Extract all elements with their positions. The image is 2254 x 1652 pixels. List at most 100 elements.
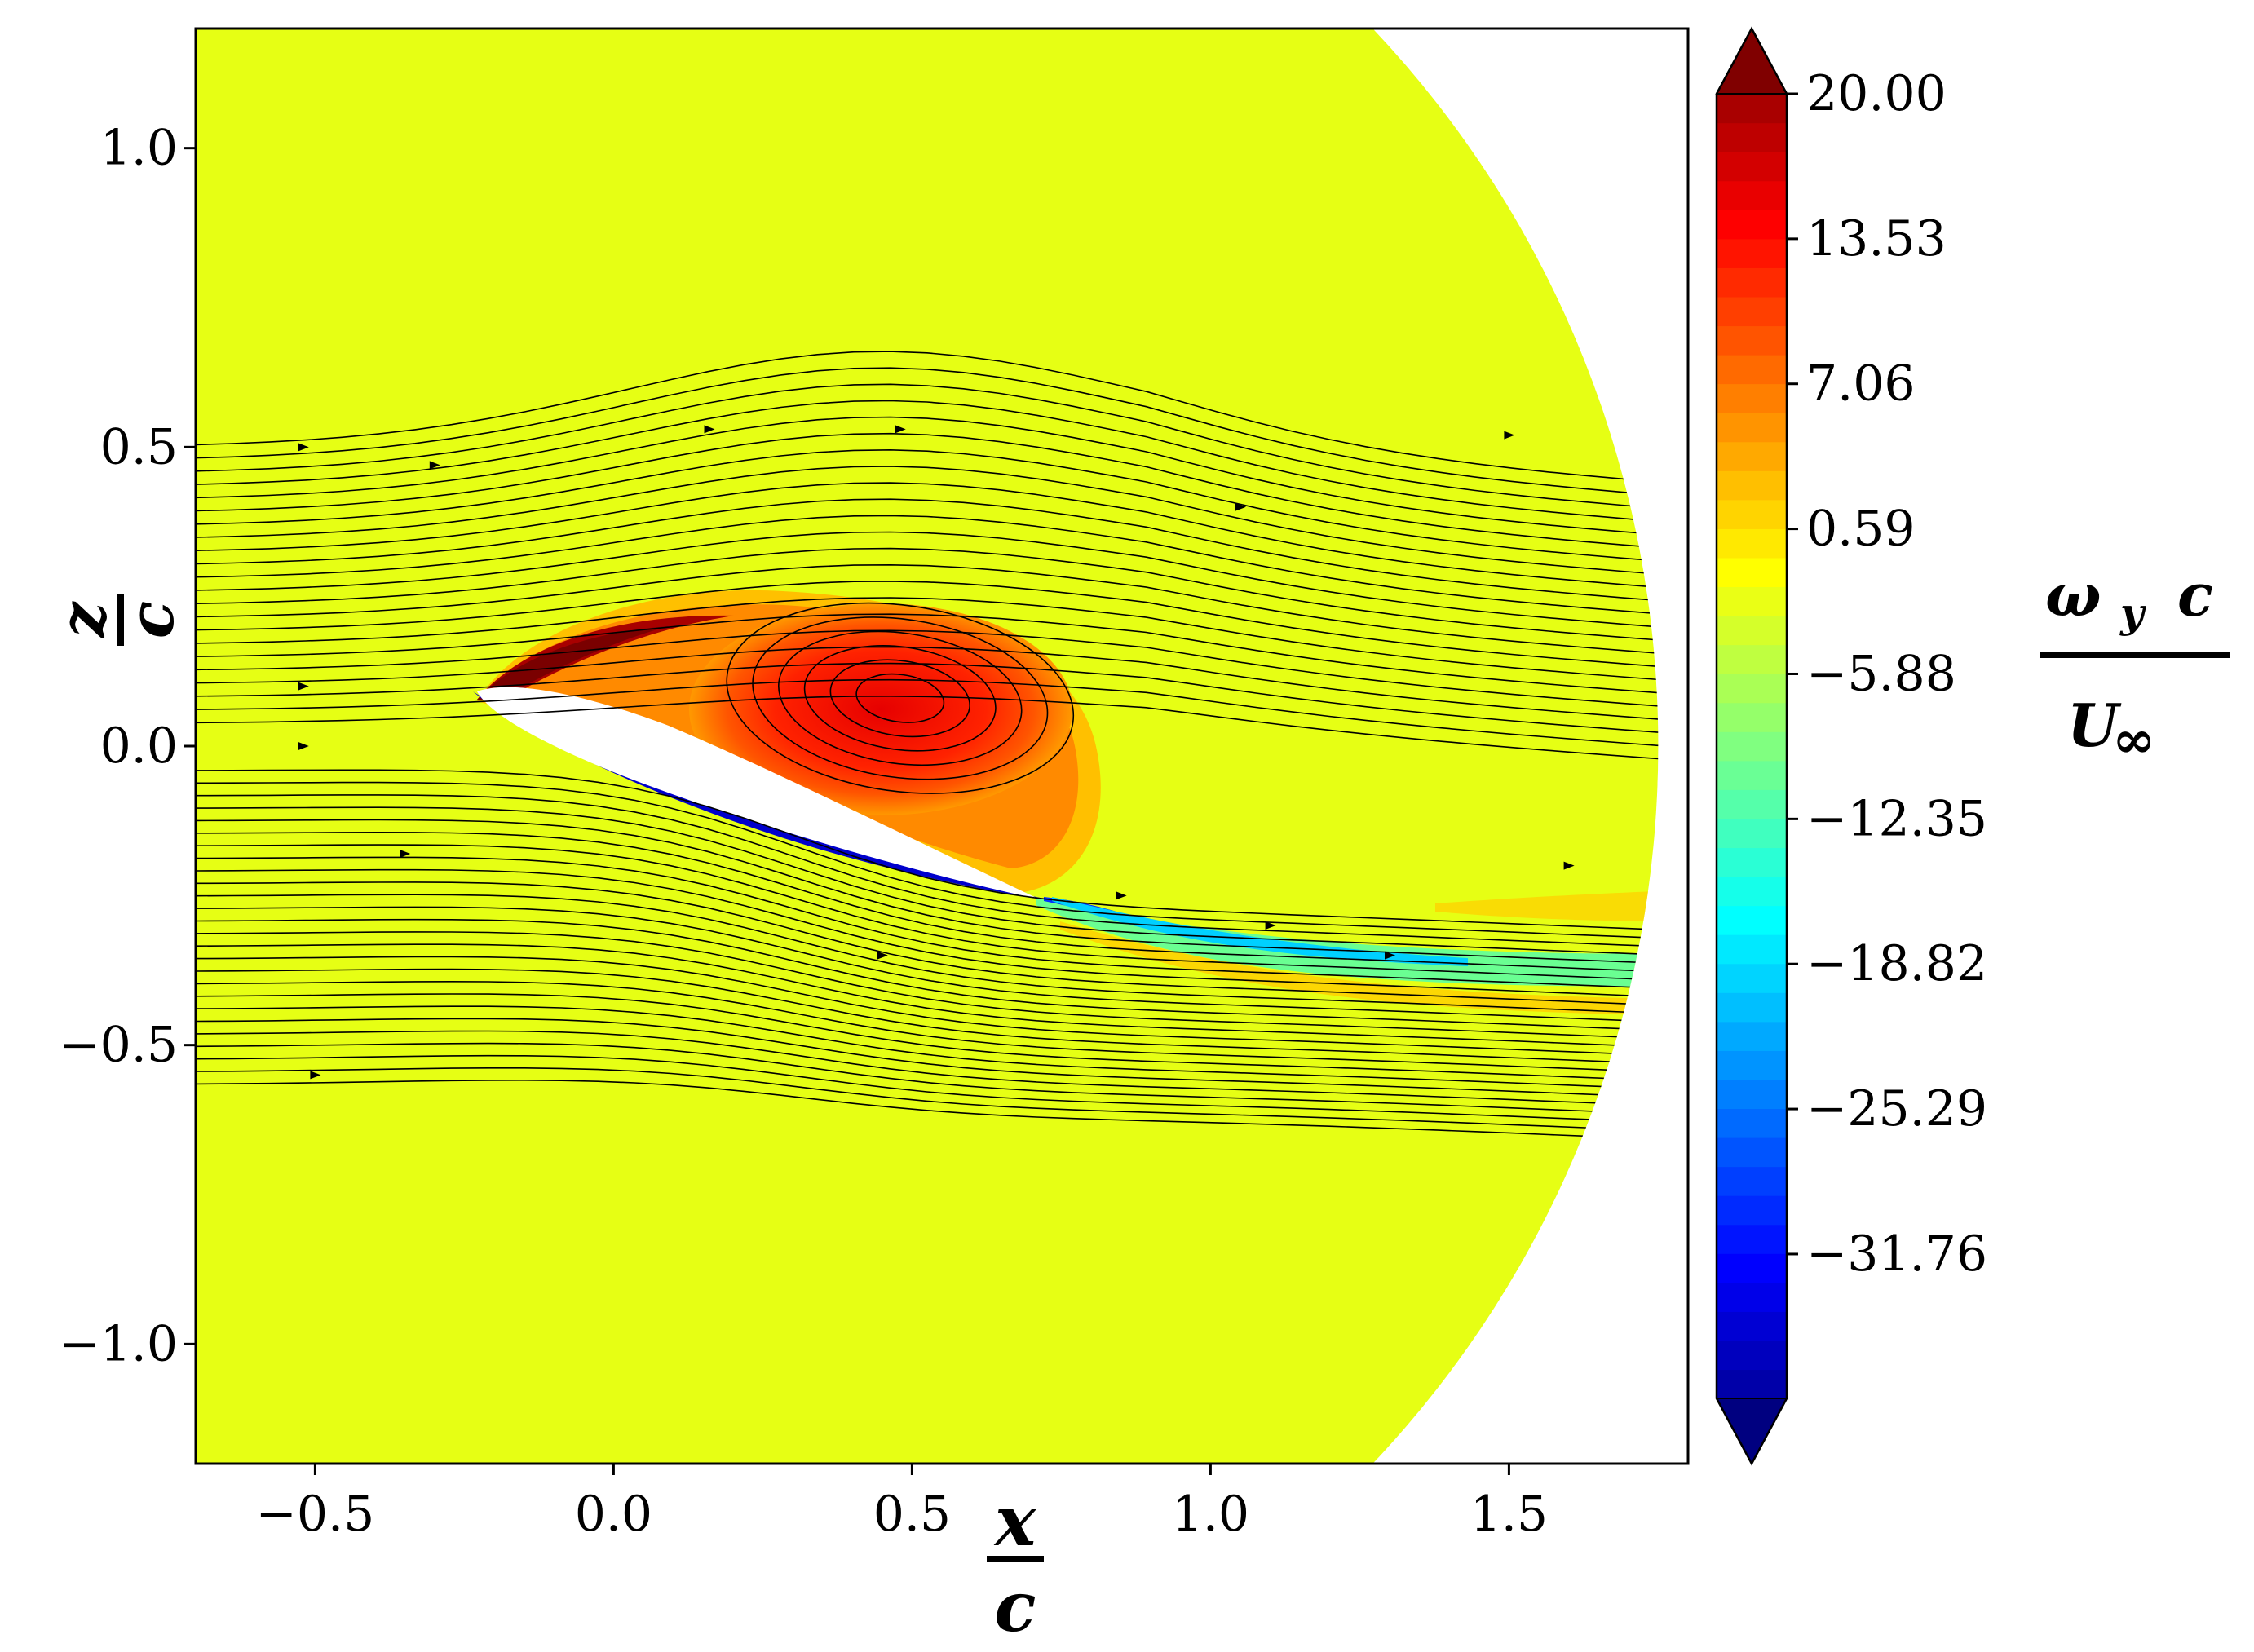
colorbar-band	[1717, 818, 1787, 849]
colorbar-label-denominator: U ∞	[2067, 691, 2155, 771]
colorbar-band	[1717, 789, 1787, 819]
streamline	[196, 894, 1659, 1014]
colorbar-band	[1717, 702, 1787, 732]
streamline	[196, 563, 1659, 654]
recirculation-streamline	[855, 673, 945, 723]
y-tick-label: 1.0	[100, 120, 178, 177]
y-tick-label: 0.5	[100, 418, 178, 475]
streamline	[196, 980, 1659, 1073]
colorbar-band	[1717, 325, 1787, 356]
colorbar-band	[1717, 1195, 1787, 1226]
colorbar-band	[1717, 383, 1787, 413]
streamline	[196, 597, 1659, 681]
colorbar-band	[1717, 122, 1787, 152]
y-axis-ticks: 1.0 0.5 0.0 −0.5 −1.0	[59, 120, 196, 1372]
colorbar-band	[1717, 267, 1787, 298]
streamline	[196, 482, 1659, 589]
streamline-arrow	[1385, 951, 1395, 960]
streamline	[196, 351, 1659, 483]
streamline	[196, 1005, 1659, 1089]
streamline	[196, 695, 1659, 760]
y-tick-label: −0.5	[59, 1017, 178, 1074]
colorbar-label-infinity: ∞	[2112, 709, 2155, 771]
colorbar-band	[1717, 1021, 1787, 1051]
streamline-arrow	[1504, 431, 1515, 440]
streamline	[196, 646, 1659, 720]
leading-edge-shear-layer	[477, 615, 734, 700]
streamline-arrow	[298, 742, 309, 750]
airfoil	[477, 687, 1040, 899]
streamline	[196, 1042, 1659, 1115]
recirculation-streamline	[829, 659, 970, 738]
x-axis-ticks: −0.5 0.0 0.5 1.0 1.5	[256, 1464, 1548, 1543]
streamline	[196, 613, 1659, 694]
streamline	[196, 515, 1659, 615]
colorbar-label-omega: ω	[2045, 560, 2102, 629]
colorbar-band	[1717, 557, 1787, 588]
streamline	[196, 956, 1659, 1056]
streamline	[196, 581, 1659, 668]
streamline-arrow	[1265, 921, 1276, 930]
colorbar-band	[1717, 760, 1787, 790]
streamline	[196, 432, 1659, 549]
streamline	[196, 1054, 1659, 1124]
colorbar-band	[1717, 674, 1787, 704]
colorbar-tick-label: −18.82	[1806, 935, 1987, 992]
colorbar-tick-label: −12.35	[1806, 790, 1987, 847]
streamline	[196, 383, 1659, 509]
leading-edge-shear-layer-core	[477, 626, 669, 701]
colorbar-band	[1717, 1369, 1787, 1399]
colorbar-band	[1717, 210, 1787, 240]
streamline-arrow	[1563, 861, 1575, 870]
streamline	[196, 629, 1659, 707]
colorbar-band	[1717, 1108, 1787, 1138]
colorbar-band	[1717, 355, 1787, 385]
streamline-arrow	[1235, 502, 1246, 511]
streamline	[196, 906, 1659, 1023]
x-tick-label: 1.5	[1470, 1486, 1548, 1543]
streamline	[196, 931, 1659, 1040]
colorbar-label-c: c	[2177, 560, 2213, 629]
colorbar-band	[1717, 1253, 1787, 1283]
streamline	[196, 943, 1659, 1048]
streamline	[196, 400, 1659, 523]
colorbar-band	[1717, 1340, 1787, 1371]
colorbar-tick-label: −5.88	[1806, 645, 1956, 702]
streamline	[196, 1030, 1659, 1106]
streamline	[196, 367, 1659, 496]
streamline	[196, 769, 1659, 930]
y-axis-label-denominator: c	[115, 601, 188, 638]
colorbar-band	[1717, 1311, 1787, 1341]
colorbar: 20.00 13.53 7.06 0.59 −5.88 −12.35 −18.82 −25.2…	[1715, 26, 1987, 1466]
streamline-arrow	[298, 682, 309, 691]
x-axis-label: x c	[987, 1481, 1044, 1647]
streamline	[196, 856, 1659, 989]
colorbar-band	[1717, 1224, 1787, 1254]
streamline	[196, 881, 1659, 1006]
colorbar-band	[1717, 152, 1787, 182]
streamline	[196, 678, 1659, 747]
colorbar-label-numerator: ω y c	[2045, 560, 2213, 641]
colorbar-band	[1717, 470, 1787, 501]
streamline-arrow	[310, 1071, 321, 1080]
streamline-arrow	[400, 850, 411, 858]
colorbar-band	[1717, 963, 1787, 993]
colorbar-band	[1717, 1137, 1787, 1168]
colorbar-band	[1717, 586, 1787, 616]
colorbar-tick-label: 7.06	[1806, 356, 1916, 413]
colorbar-bands	[1717, 94, 1787, 1399]
colorbar-band	[1717, 1050, 1787, 1080]
colorbar-tick-label: −25.29	[1806, 1080, 1987, 1137]
streamline-arrow	[298, 443, 309, 452]
y-tick-label: −1.0	[59, 1315, 178, 1372]
streamlines	[196, 351, 1659, 1140]
streamline	[196, 1018, 1659, 1098]
colorbar-band	[1717, 94, 1787, 124]
colorbar-label-subscript: y	[2119, 589, 2146, 637]
streamline	[196, 781, 1659, 939]
x-tick-label: −0.5	[256, 1486, 375, 1543]
colorbar-ticks: 20.00 13.53 7.06 0.59 −5.88 −12.35 −18.82 −25.2…	[1787, 65, 1987, 1283]
y-tick-label: 0.0	[100, 718, 178, 775]
wake-upper-positive	[1435, 890, 1659, 921]
